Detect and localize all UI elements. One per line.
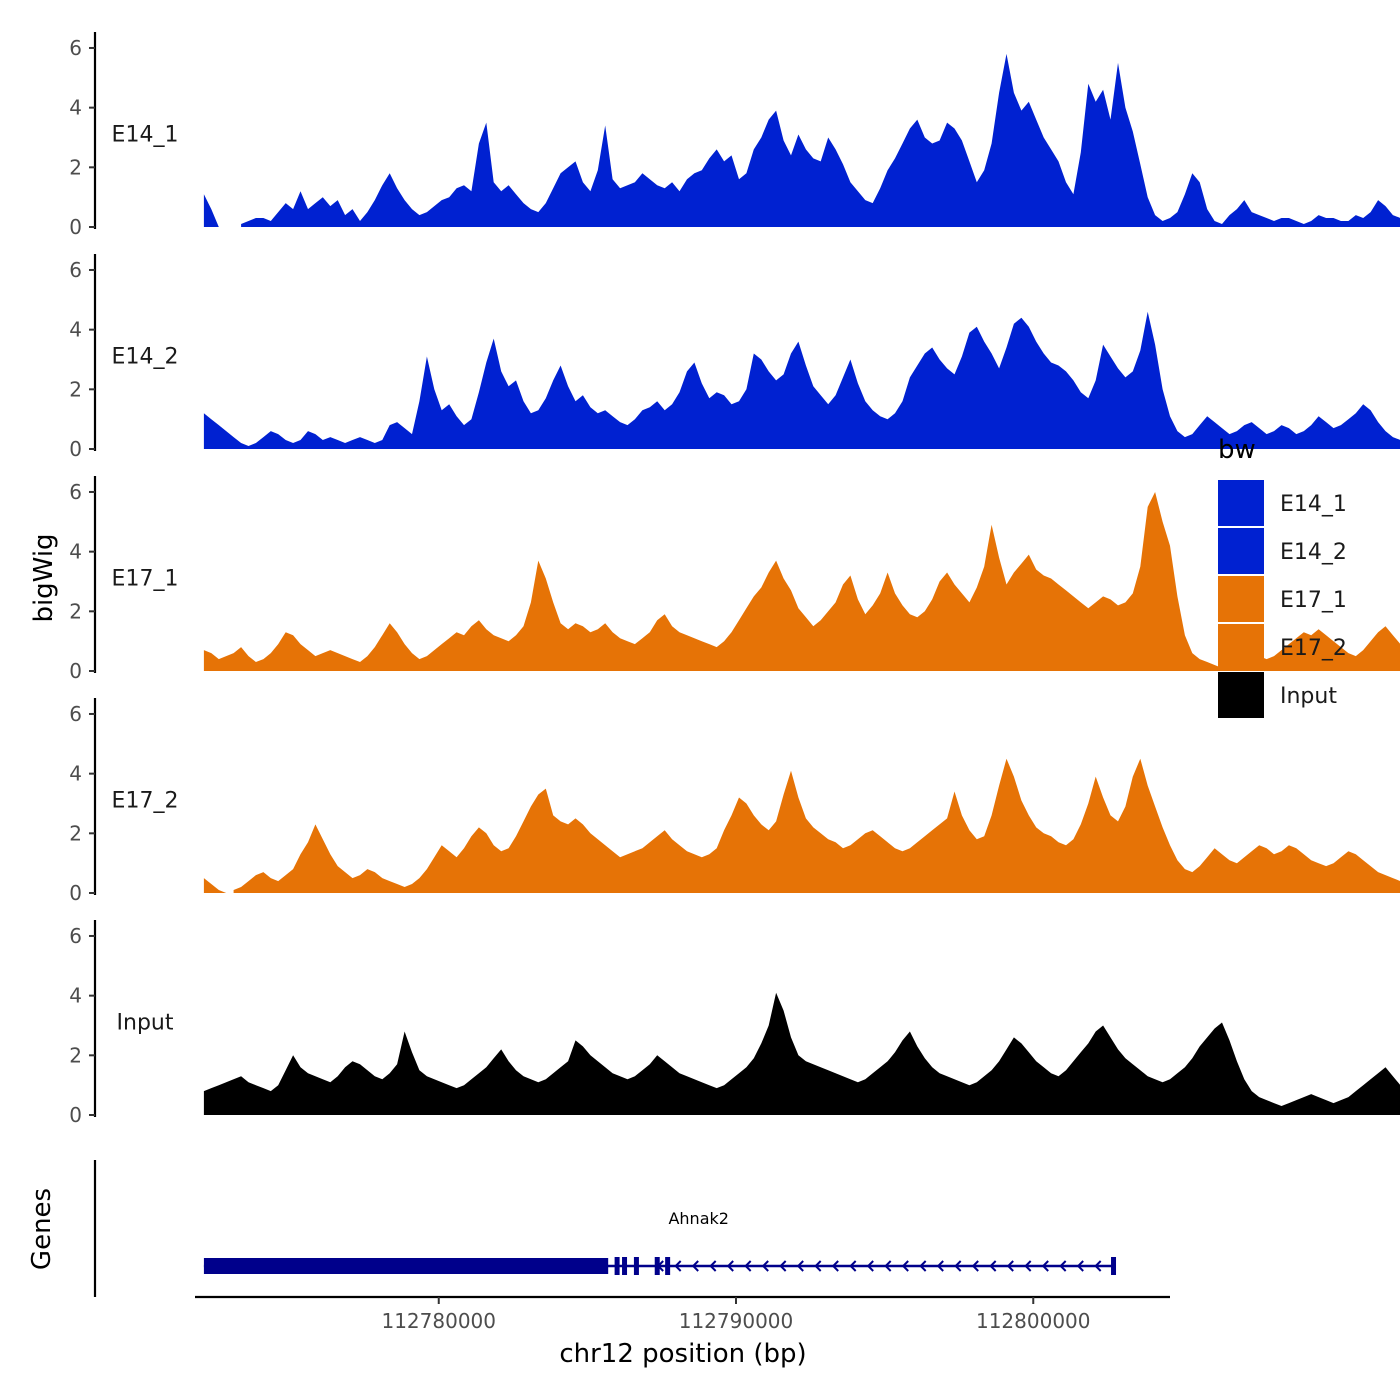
strand-arrow — [779, 1260, 787, 1272]
strand-arrow — [919, 1260, 927, 1272]
y-tick-label: 0 — [69, 215, 82, 239]
coverage-area-E14_1 — [203, 53, 1400, 227]
strand-arrow — [709, 1260, 717, 1272]
y-tick-label: 4 — [69, 96, 82, 120]
coverage-area-E17_1 — [203, 492, 1400, 671]
legend-title: bw — [1218, 435, 1256, 465]
strand-arrow — [1024, 1260, 1032, 1272]
strand-arrow — [744, 1260, 752, 1272]
y-tick-label: 6 — [69, 258, 82, 282]
strand-arrow — [849, 1260, 857, 1272]
strand-arrow — [1094, 1260, 1102, 1272]
legend-swatch-E17_2 — [1218, 624, 1264, 670]
strand-arrow — [1006, 1260, 1014, 1272]
strand-arrow — [954, 1260, 962, 1272]
x-axis-title: chr12 position (bp) — [559, 1339, 806, 1369]
strand-arrow — [796, 1260, 804, 1272]
y-tick-label: 6 — [69, 480, 82, 504]
legend-swatch-Input — [1218, 672, 1264, 718]
coverage-area-E17_2 — [203, 758, 1400, 893]
legend-swatch-E17_1 — [1218, 576, 1264, 622]
strand-arrow — [989, 1260, 997, 1272]
track-label-E17_1: E17_1 — [112, 566, 179, 591]
legend-items: E14_1 E14_2 E17_1 E17_2 Input — [1218, 480, 1347, 718]
y-axis-title: bigWig — [29, 533, 59, 622]
track-Input: 0 2 4 6 Input — [69, 920, 1400, 1127]
gene-exon — [622, 1257, 628, 1275]
y-tick-label: 6 — [69, 924, 82, 948]
x-axis: 112780000 112790000 112800000 chr12 positi… — [195, 1295, 1170, 1369]
genes-panel-title: Genes — [27, 1188, 57, 1270]
gene-Ahnak2: Ahnak2 — [203, 1209, 1117, 1275]
gene-panel: Genes Ahnak2 — [27, 1160, 1117, 1297]
y-tick-label: 2 — [69, 1043, 82, 1067]
track-label-E17_2: E17_2 — [112, 788, 179, 813]
strand-arrow — [726, 1260, 734, 1272]
legend: bw E14_1 E14_2 E17_1 E17_2 Input — [1218, 435, 1347, 718]
y-tick-label: 4 — [69, 762, 82, 786]
legend-label-Input: Input — [1280, 684, 1337, 709]
tracks-layer: 0 2 4 6 E14_1 0 2 4 6 E14_2 0 2 4 6 E17_1 0 2 4 6 E17_2 0 2 4 6… — [69, 32, 1400, 1127]
strand-arrow — [901, 1260, 909, 1272]
y-tick-label: 0 — [69, 437, 82, 461]
x-tick-label: 112780000 — [381, 1309, 496, 1333]
strand-arrow — [884, 1260, 892, 1272]
y-tick-label: 0 — [69, 881, 82, 905]
strand-arrow — [971, 1260, 979, 1272]
gene-exon — [1111, 1257, 1117, 1275]
y-tick-label: 4 — [69, 984, 82, 1008]
y-tick-label: 0 — [69, 659, 82, 683]
legend-label-E14_2: E14_2 — [1280, 540, 1347, 565]
strand-arrow — [866, 1260, 874, 1272]
strand-arrow — [674, 1260, 682, 1272]
legend-swatch-E14_2 — [1218, 528, 1264, 574]
x-tick-label: 112790000 — [679, 1309, 794, 1333]
x-tick-label: 112800000 — [976, 1309, 1091, 1333]
track-E14_2: 0 2 4 6 E14_2 — [69, 254, 1400, 461]
strand-arrow — [814, 1260, 822, 1272]
track-label-E14_2: E14_2 — [112, 344, 179, 369]
legend-label-E17_2: E17_2 — [1280, 636, 1347, 661]
y-tick-label: 6 — [69, 36, 82, 60]
x-axis-ticks: 112780000 112790000 112800000 — [381, 1297, 1091, 1333]
legend-label-E14_1: E14_1 — [1280, 492, 1347, 517]
y-tick-label: 4 — [69, 540, 82, 564]
gene-exon — [665, 1257, 671, 1275]
y-tick-label: 4 — [69, 318, 82, 342]
coverage-area-Input — [203, 992, 1400, 1115]
y-tick-label: 2 — [69, 377, 82, 401]
strand-arrow — [936, 1260, 944, 1272]
gene-exon — [633, 1257, 639, 1275]
track-E17_1: 0 2 4 6 E17_1 — [69, 476, 1400, 683]
track-E17_2: 0 2 4 6 E17_2 — [69, 698, 1400, 905]
legend-swatch-E14_1 — [1218, 480, 1264, 526]
gene-models: Ahnak2 — [203, 1209, 1117, 1275]
y-tick-label: 2 — [69, 821, 82, 845]
strand-arrow — [656, 1260, 664, 1272]
legend-label-E17_1: E17_1 — [1280, 588, 1347, 613]
y-tick-label: 0 — [69, 1103, 82, 1127]
coverage-area-E14_2 — [203, 311, 1400, 449]
strand-arrow — [1059, 1260, 1067, 1272]
strand-arrow — [1076, 1260, 1084, 1272]
gene-exon-block — [203, 1258, 609, 1274]
strand-arrow — [1041, 1260, 1049, 1272]
strand-arrow — [831, 1260, 839, 1272]
strand-arrow — [761, 1260, 769, 1272]
gene-label: Ahnak2 — [668, 1209, 728, 1228]
y-tick-label: 2 — [69, 599, 82, 623]
track-label-E14_1: E14_1 — [112, 122, 179, 147]
gene-exon — [614, 1257, 620, 1275]
track-E14_1: 0 2 4 6 E14_1 — [69, 32, 1400, 239]
y-tick-label: 2 — [69, 155, 82, 179]
strand-arrow — [691, 1260, 699, 1272]
y-tick-label: 6 — [69, 702, 82, 726]
track-label-Input: Input — [117, 1010, 174, 1035]
